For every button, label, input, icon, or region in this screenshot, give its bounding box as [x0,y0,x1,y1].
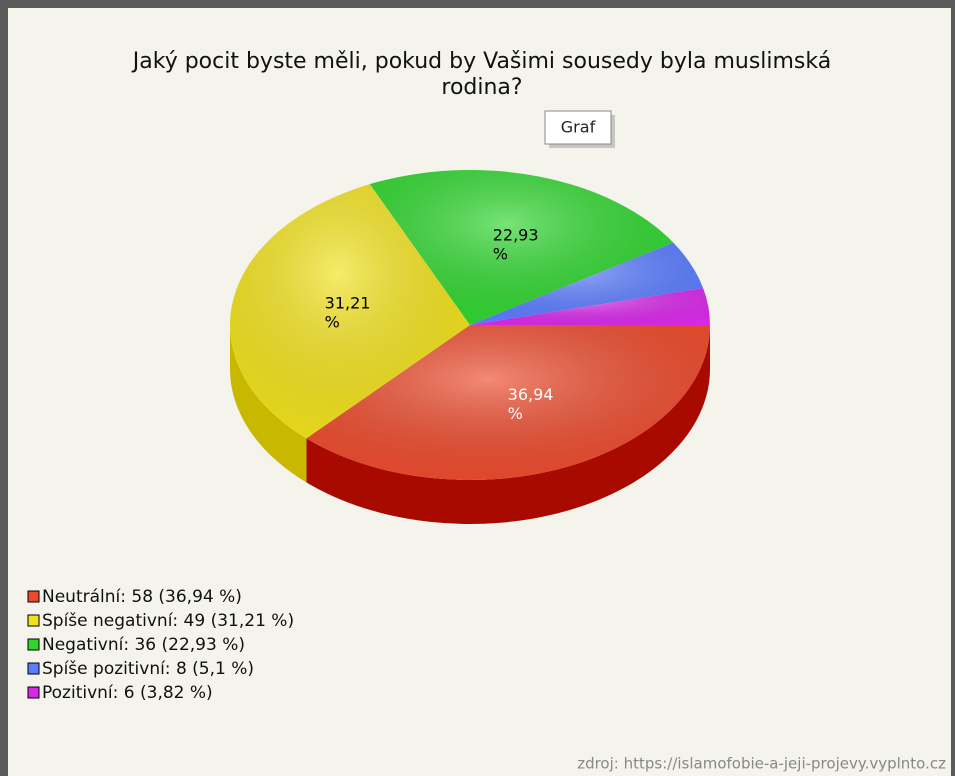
slice-side [230,325,307,483]
button-label[interactable]: Graf [561,118,596,137]
slice-shade [229,184,470,439]
legend-label: Pozitivní: 6 (3,82 %) [42,683,213,703]
source: zdroj: https://islamofobie-a-jeji-projev… [577,755,946,773]
slice-shade [470,288,710,325]
slice-shade [306,325,710,480]
legend-label: Spíše pozitivní: 8 (5,1 %) [42,659,254,679]
slice-shade [369,169,674,325]
legend-swatch [27,614,40,627]
graf-button[interactable]: Graf [544,110,615,148]
data-label: 22,93% [493,225,539,263]
legend-swatch [27,590,40,603]
data-label: 36,94% [508,385,554,423]
data-label: 31,21% [325,293,371,331]
legend-swatch [27,638,40,651]
legend-label: Neutrální: 58 (36,94 %) [42,587,242,607]
legend-label: Spíše negativní: 49 (31,21 %) [42,611,294,631]
slice-shade [470,242,704,325]
legend-label: Negativní: 36 (22,93 %) [42,635,245,655]
button-box[interactable] [544,110,612,145]
chart-title: Jaký pocit byste měli, pokud by Vašimi s… [131,49,831,100]
legend-swatch [27,662,40,675]
legend-swatch [27,686,40,699]
slice-side [306,325,710,524]
